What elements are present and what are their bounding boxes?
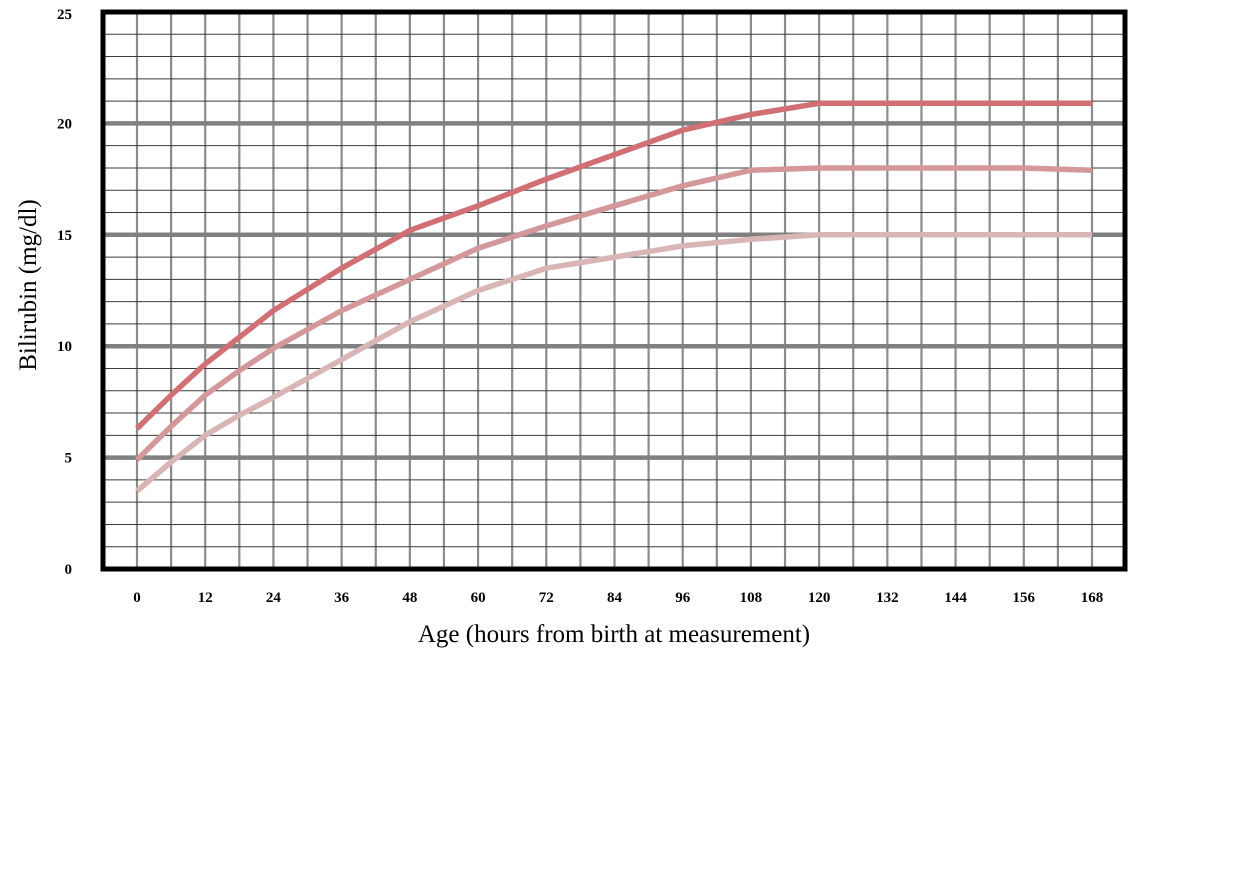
x-tick-label: 72: [539, 590, 554, 606]
x-tick-label: 156: [1013, 590, 1036, 606]
series-line-2: [135, 165, 1093, 462]
x-tick-label: 24: [266, 590, 282, 606]
x-tick-label: 108: [740, 590, 763, 606]
y-tick-label: 5: [65, 451, 73, 467]
x-tick-label: 60: [471, 590, 486, 606]
y-tick-labels: 0 5 10 15 20 25: [57, 7, 72, 578]
x-tick-label: 0: [133, 590, 141, 606]
plot-frame: [100, 9, 1128, 572]
x-tick-label: 36: [334, 590, 350, 606]
y-tick-label: 15: [57, 228, 72, 244]
series-line-3: [135, 232, 1092, 494]
y-tick-label: 20: [57, 116, 72, 132]
y-tick-label: 25: [57, 7, 72, 23]
x-axis-title: Age (hours from birth at measurement): [418, 621, 810, 648]
x-tick-labels: 0 12 24 36 48 60 72 84 96 108 120 132 144 156 168: [133, 590, 1103, 606]
y-tick-label: 0: [65, 562, 73, 578]
x-tick-label: 96: [675, 590, 691, 606]
x-tick-label: 120: [808, 590, 831, 606]
x-tick-label: 132: [876, 590, 899, 606]
series-line-1: [135, 100, 1092, 431]
x-tick-label: 144: [944, 590, 967, 606]
x-tick-label: 48: [402, 590, 417, 606]
x-tick-label: 168: [1081, 590, 1104, 606]
minor-grid: [103, 12, 1125, 569]
y-tick-label: 10: [57, 339, 72, 355]
y-axis-title: Bilirubin (mg/dl): [15, 199, 42, 371]
x-tick-label: 84: [607, 590, 623, 606]
series-layer: [135, 100, 1093, 494]
x-tick-label: 12: [198, 590, 213, 606]
